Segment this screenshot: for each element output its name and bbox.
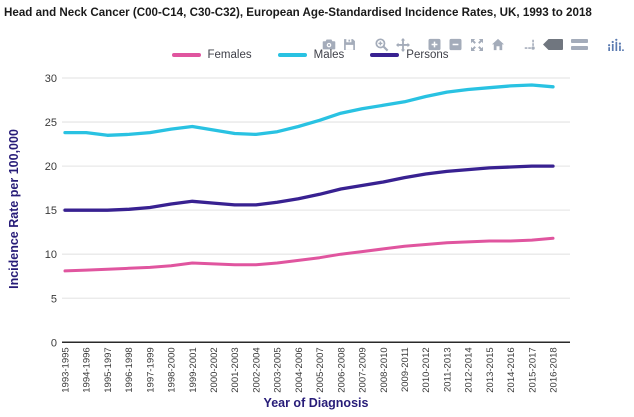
legend-label-males: Males [313,49,345,61]
modebar-group-scale [424,36,508,53]
pan-icon[interactable] [392,36,413,53]
series-line-males[interactable] [63,83,555,137]
y-tick-label-10: 10 [45,249,57,261]
x-tick-label-1998-2000: 1998-2000 [167,347,178,392]
reset-axes-icon[interactable] [487,36,508,53]
x-tick-label-2000-2002: 2000-2002 [209,347,220,392]
autoscale-icon[interactable] [466,36,487,53]
x-tick-label-2003-2005: 2003-2005 [273,347,284,392]
hover-closest-icon[interactable] [540,36,566,53]
spike-lines-icon[interactable] [519,36,540,53]
x-tick-label-2012-2014: 2012-2014 [464,347,475,392]
x-tick-label-1995-1997: 1995-1997 [103,347,114,392]
y-tick-label-30: 30 [45,73,57,85]
camera-icon[interactable] [318,36,339,53]
x-tick-label-2011-2013: 2011-2013 [442,347,453,392]
x-tick-label-2001-2003: 2001-2003 [230,347,241,392]
plotly-logo-icon[interactable] [603,36,628,53]
x-tick-label-2010-2012: 2010-2012 [421,347,432,392]
x-tick-label-2006-2008: 2006-2008 [336,347,347,392]
x-tick-label-2005-2007: 2005-2007 [315,347,326,392]
x-tick-label-2007-2009: 2007-2009 [358,347,369,392]
modebar-group-export [318,36,360,53]
legend-item-females[interactable]: Females [171,49,252,61]
x-tick-label-2015-2017: 2015-2017 [527,347,538,392]
x-tick-label-1999-2001: 1999-2001 [188,347,199,392]
modebar-group-zoom-pan [371,36,413,53]
series-line-persons[interactable] [63,164,555,212]
x-axis-title: Year of Diagnosis [263,396,369,410]
legend: Females Males Persons [0,49,620,61]
modebar-group-hover [519,36,592,53]
x-tick-label-2004-2006: 2004-2006 [294,347,305,392]
y-tick-label-15: 15 [45,205,57,217]
modebar-group-logo [603,36,628,53]
zoom-in-icon[interactable] [424,36,445,53]
x-tick-label-2016-2018: 2016-2018 [549,347,560,392]
y-tick-label-0: 0 [51,337,57,349]
x-tick-label-1994-1996: 1994-1996 [82,347,93,392]
save-icon[interactable] [339,36,360,53]
chart-title: Head and Neck Cancer (C00-C14, C30-C32),… [4,6,592,19]
legend-label-females: Females [207,49,252,61]
legend-swatch-persons [370,53,400,57]
x-tick-label-1993-1995: 1993-1995 [61,347,72,392]
zoom-icon[interactable] [371,36,392,53]
hover-compare-icon[interactable] [566,36,592,53]
x-tick-label-2008-2010: 2008-2010 [379,347,390,392]
x-tick-label-2014-2016: 2014-2016 [506,347,517,392]
legend-swatch-males [277,53,307,57]
legend-label-persons: Persons [406,49,449,61]
x-tick-label-2013-2015: 2013-2015 [485,347,496,392]
series-line-females[interactable] [63,236,555,273]
legend-swatch-females [171,53,201,57]
legend-item-persons[interactable]: Persons [370,49,448,61]
x-tick-label-2002-2004: 2002-2004 [251,347,262,392]
y-tick-label-5: 5 [51,293,57,305]
y-tick-label-25: 25 [45,117,57,129]
y-tick-label-20: 20 [45,161,57,173]
x-tick-label-2009-2011: 2009-2011 [400,347,411,392]
modebar [307,36,628,53]
x-tick-label-1997-1999: 1997-1999 [145,347,156,392]
legend-item-males[interactable]: Males [277,49,345,61]
x-tick-label-1996-1998: 1996-1998 [124,347,135,392]
zoom-out-icon[interactable] [445,36,466,53]
